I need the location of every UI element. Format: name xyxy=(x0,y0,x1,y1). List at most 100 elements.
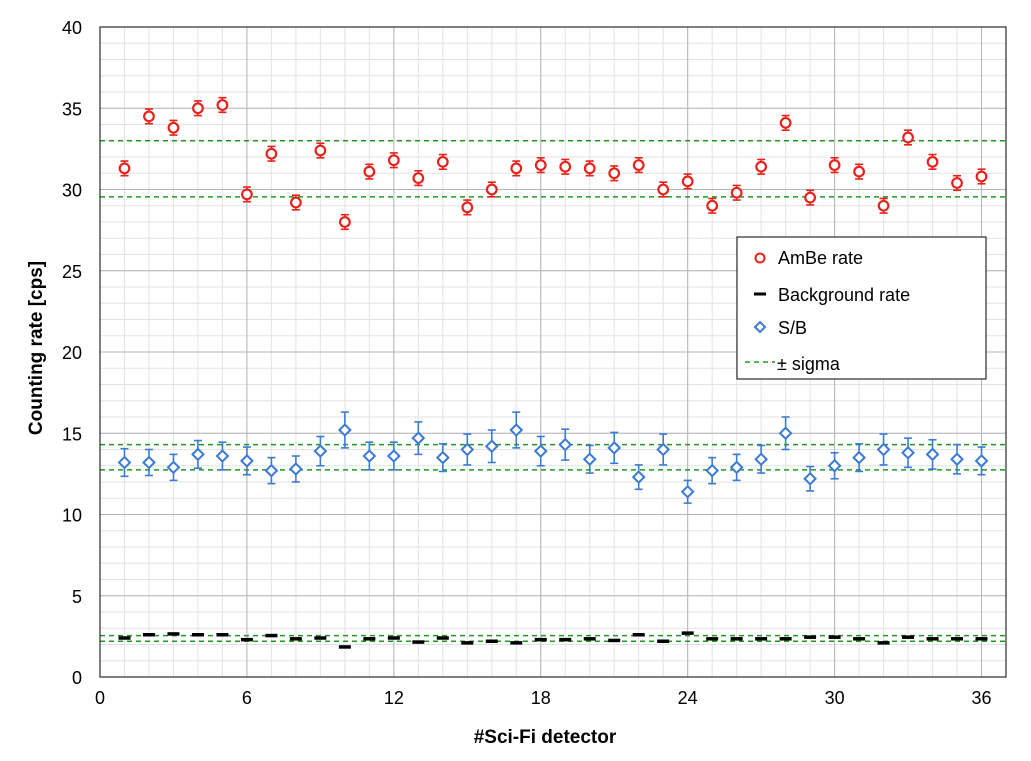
data-point-circle xyxy=(387,152,400,169)
marker-diamond xyxy=(754,452,769,467)
marker-diamond xyxy=(803,471,818,486)
data-point-circle xyxy=(730,184,743,201)
marker-diamond xyxy=(680,484,695,499)
marker-diamond xyxy=(288,462,303,476)
data-point-circle xyxy=(706,197,719,214)
data-point-circle xyxy=(485,181,498,198)
y-tick-label: 35 xyxy=(62,99,82,119)
y-tick-label: 40 xyxy=(62,18,82,38)
x-tick-label: 18 xyxy=(531,688,551,708)
marker-diamond xyxy=(142,455,156,470)
data-point-diamond xyxy=(386,441,401,471)
data-point-diamond xyxy=(582,444,597,474)
data-point-diamond xyxy=(876,433,891,466)
marker-circle xyxy=(289,196,302,209)
marker-diamond xyxy=(313,444,328,459)
marker-circle xyxy=(657,183,670,196)
x-tick-label: 12 xyxy=(384,688,404,708)
marker-circle xyxy=(118,162,131,175)
marker-diamond xyxy=(484,439,499,454)
data-series xyxy=(117,96,989,649)
data-point-circle xyxy=(510,160,523,177)
data-point-diamond xyxy=(264,456,279,485)
marker-circle xyxy=(363,165,376,178)
x-tick-label: 6 xyxy=(242,688,252,708)
data-point-diamond xyxy=(778,416,793,451)
marker-diamond xyxy=(509,423,524,437)
marker-diamond xyxy=(166,460,181,475)
marker-circle xyxy=(436,155,449,168)
legend-label-background: Background rate xyxy=(778,285,910,305)
data-point-diamond xyxy=(925,438,940,470)
data-point-diamond xyxy=(705,456,720,485)
marker-circle xyxy=(583,162,596,175)
x-tick-label: 24 xyxy=(678,688,698,708)
y-tick-label: 15 xyxy=(62,424,82,444)
data-point-circle xyxy=(902,129,914,146)
data-point-diamond xyxy=(142,448,156,477)
legend-label-sigma: ± sigma xyxy=(777,354,841,374)
data-point-circle xyxy=(559,158,572,175)
data-point-circle xyxy=(853,163,865,180)
marker-circle xyxy=(338,216,351,228)
marker-diamond xyxy=(264,463,279,478)
marker-diamond xyxy=(582,452,597,467)
data-point-diamond xyxy=(288,455,303,483)
data-point-circle xyxy=(436,153,449,170)
data-point-circle xyxy=(534,157,547,174)
data-point-circle xyxy=(828,157,841,174)
data-point-circle xyxy=(118,160,131,177)
data-point-diamond xyxy=(411,421,426,456)
data-point-diamond xyxy=(337,411,352,449)
data-point-circle xyxy=(951,174,963,192)
data-point-circle xyxy=(167,119,180,136)
marker-circle xyxy=(706,199,719,212)
marker-diamond xyxy=(215,449,230,463)
y-tick-label: 10 xyxy=(62,506,82,526)
marker-circle xyxy=(828,159,841,172)
data-point-diamond xyxy=(533,435,548,467)
data-point-diamond xyxy=(950,443,964,475)
x-tick-label: 36 xyxy=(971,688,991,708)
marker-circle xyxy=(510,162,523,175)
data-point-circle xyxy=(608,165,621,182)
data-point-diamond xyxy=(680,479,695,504)
data-point-circle xyxy=(412,170,425,187)
marker-circle xyxy=(461,201,474,214)
marker-diamond xyxy=(656,442,671,457)
marker-diamond xyxy=(362,449,377,463)
data-point-diamond xyxy=(166,453,181,482)
data-point-diamond xyxy=(558,428,573,461)
marker-circle xyxy=(730,186,743,199)
marker-circle xyxy=(608,167,621,180)
marker-circle xyxy=(387,154,400,167)
y-tick-label: 25 xyxy=(62,262,82,282)
y-axis-title: Counting rate [cps] xyxy=(26,261,47,435)
data-point-circle xyxy=(461,199,474,216)
x-tick-label: 30 xyxy=(825,688,845,708)
legend-box xyxy=(736,236,987,380)
legend-circle-icon xyxy=(754,252,766,264)
marker-circle xyxy=(216,99,229,111)
marker-circle xyxy=(412,172,425,185)
data-point-circle xyxy=(632,157,645,174)
marker-circle xyxy=(314,144,327,157)
data-point-diamond xyxy=(754,444,769,474)
data-point-diamond xyxy=(901,437,915,469)
marker-diamond xyxy=(852,450,866,465)
data-point-diamond xyxy=(827,451,842,480)
marker-diamond xyxy=(533,444,548,459)
y-tick-label: 30 xyxy=(62,181,82,201)
data-point-circle xyxy=(926,153,939,170)
y-tick-label: 20 xyxy=(62,343,82,363)
marker-circle xyxy=(167,121,180,134)
data-point-circle xyxy=(779,114,792,131)
data-point-diamond xyxy=(191,439,205,469)
marker-diamond xyxy=(460,442,475,457)
data-point-circle xyxy=(265,145,278,162)
marker-diamond xyxy=(558,437,573,452)
data-point-diamond xyxy=(460,433,475,466)
marker-diamond xyxy=(117,455,132,470)
data-point-diamond xyxy=(852,443,866,473)
